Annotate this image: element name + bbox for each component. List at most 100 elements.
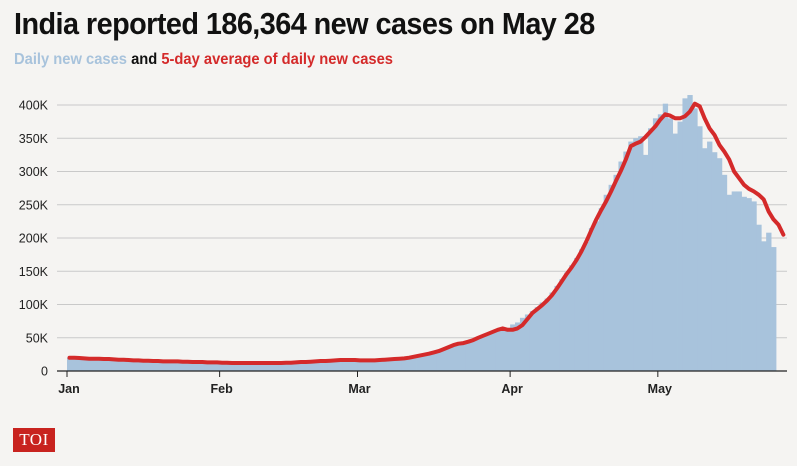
daily-cases-bar	[165, 361, 171, 371]
daily-cases-bar	[451, 345, 457, 371]
daily-cases-bar	[751, 201, 757, 371]
legend-daily-cases: Daily new cases	[14, 51, 127, 68]
y-tick-label: 400K	[19, 99, 49, 113]
daily-cases-bar	[603, 194, 609, 371]
daily-cases-bar	[544, 298, 550, 371]
y-tick-label: 150K	[19, 265, 49, 279]
daily-cases-bar	[411, 356, 417, 371]
y-tick-label: 300K	[19, 165, 49, 179]
daily-cases-bar	[657, 114, 664, 371]
daily-cases-bar	[391, 359, 398, 371]
daily-cases-bar	[150, 361, 157, 371]
daily-cases-bar	[677, 121, 683, 371]
daily-cases-bar	[160, 361, 166, 371]
daily-cases-bar	[421, 354, 427, 371]
daily-cases-bar	[406, 357, 413, 371]
daily-cases-bar	[209, 362, 216, 371]
average-line-group	[67, 101, 786, 365]
daily-cases-bar	[702, 148, 708, 371]
x-axis	[57, 370, 787, 377]
daily-cases-bar	[505, 327, 511, 371]
daily-cases-bar	[342, 360, 349, 371]
x-tick-label: Jan	[58, 382, 80, 396]
daily-cases-bar	[145, 361, 152, 371]
daily-cases-bar	[687, 95, 693, 372]
daily-cases-bar	[190, 361, 196, 371]
daily-cases-bar	[283, 363, 289, 371]
daily-cases-bar	[721, 174, 728, 371]
daily-cases-bar	[549, 292, 555, 371]
daily-cases-bar	[416, 355, 422, 371]
daily-cases-bar	[67, 357, 73, 371]
x-tick-label: Apr	[501, 382, 523, 396]
chart-title: India reported 186,364 new cases on May …	[14, 6, 595, 41]
daily-cases-bar	[652, 118, 659, 371]
daily-cases-bar	[628, 141, 634, 371]
daily-cases-bar	[554, 285, 560, 371]
daily-cases-bar	[352, 359, 358, 371]
daily-cases-bar	[76, 358, 83, 371]
daily-cases-bar	[234, 362, 240, 371]
daily-cases-bar	[140, 360, 147, 371]
daily-cases-bar	[510, 324, 516, 371]
daily-cases-bar	[357, 360, 363, 371]
daily-cases-bars	[67, 95, 777, 372]
daily-cases-bar	[529, 311, 536, 371]
x-tick-label: Feb	[211, 382, 234, 396]
daily-cases-bar	[195, 362, 201, 371]
daily-cases-bar	[583, 241, 590, 371]
daily-cases-bar	[298, 362, 304, 371]
daily-cases-bar	[593, 221, 600, 371]
daily-cases-bar	[214, 362, 221, 371]
daily-cases-bar	[692, 108, 698, 371]
daily-cases-bar	[515, 322, 521, 371]
daily-cases-bar	[239, 363, 245, 371]
daily-cases-bar	[254, 363, 260, 371]
daily-cases-bar	[559, 279, 565, 371]
daily-cases-bar	[81, 359, 88, 371]
daily-cases-bar	[746, 198, 752, 371]
y-tick-label: 0	[41, 365, 48, 379]
daily-cases-bar	[431, 352, 437, 371]
daily-cases-bar	[470, 339, 477, 371]
daily-cases-bar	[771, 247, 777, 371]
y-tick-label: 250K	[19, 198, 49, 212]
daily-cases-bar	[347, 359, 353, 371]
daily-cases-bar	[436, 351, 442, 371]
y-tick-label: 350K	[19, 132, 49, 146]
daily-cases-bar	[539, 302, 545, 371]
daily-cases-bar	[106, 359, 112, 371]
daily-cases-bar	[293, 362, 299, 371]
daily-cases-bar	[524, 314, 531, 371]
daily-cases-bar	[741, 196, 747, 371]
daily-cases-bar	[155, 361, 161, 371]
daily-cases-bar	[323, 361, 329, 371]
daily-cases-bar	[682, 98, 688, 371]
daily-cases-bar	[401, 358, 408, 371]
daily-cases-bar	[490, 332, 496, 371]
daily-cases-bar	[638, 136, 644, 371]
daily-cases-bar	[278, 363, 285, 371]
daily-cases-bar	[647, 128, 654, 371]
daily-cases-bar	[308, 361, 314, 371]
daily-cases-bar	[711, 152, 718, 371]
daily-cases-bar	[426, 353, 432, 371]
daily-cases-bar	[382, 359, 388, 371]
daily-cases-bar	[623, 151, 629, 371]
daily-cases-bar	[480, 335, 486, 371]
daily-cases-bar	[446, 347, 452, 371]
daily-cases-bar	[618, 161, 624, 371]
daily-cases-bar	[121, 360, 127, 371]
daily-cases-bar	[327, 361, 334, 371]
daily-cases-bar	[579, 249, 585, 371]
daily-cases-bar	[71, 357, 78, 371]
daily-cases-bar	[229, 363, 235, 371]
daily-cases-bar	[337, 360, 344, 371]
daily-cases-bar	[180, 361, 186, 371]
x-axis-labels: Jan Feb Mar Apr May	[58, 382, 672, 396]
daily-cases-bar	[318, 361, 324, 371]
daily-cases-bar	[598, 208, 605, 371]
daily-cases-bar	[569, 265, 575, 371]
daily-cases-bar	[707, 141, 713, 371]
